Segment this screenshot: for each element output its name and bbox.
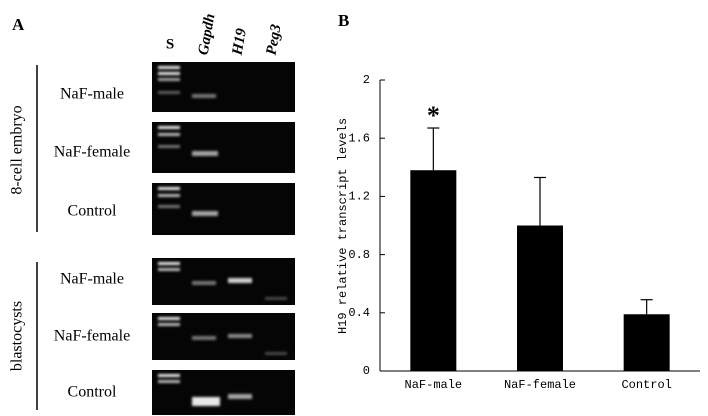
band (192, 211, 218, 216)
band (158, 187, 180, 190)
band (158, 78, 180, 81)
y-tick-label: 1.6 (348, 131, 370, 145)
lane-label: H19 (229, 27, 250, 58)
lane-label: S (166, 36, 174, 52)
band (192, 281, 216, 285)
y-tick-label: 0.4 (348, 306, 370, 320)
band (192, 397, 220, 406)
gel-bands (158, 66, 287, 406)
bar (517, 225, 563, 371)
y-tick-label: 0 (363, 364, 370, 378)
band (158, 317, 180, 320)
panel-label: B (338, 11, 349, 30)
band (158, 194, 180, 197)
y-tick-label: 0.8 (348, 248, 370, 262)
band (192, 151, 218, 156)
row-label: NaF-male (60, 271, 124, 288)
band (158, 380, 180, 383)
gels (152, 62, 295, 415)
band (158, 72, 180, 75)
x-tick-label: NaF-female (504, 378, 576, 392)
band (158, 262, 180, 265)
row-label: NaF-female (54, 328, 130, 345)
band (158, 126, 180, 129)
x-tick-label: NaF-male (405, 378, 463, 392)
panel-label: A (12, 15, 25, 34)
band (158, 145, 180, 148)
band (265, 297, 287, 300)
band (228, 394, 252, 399)
x-tick-label: Control (621, 378, 671, 392)
lane-label: Gapdh (196, 12, 219, 56)
gel (152, 183, 295, 235)
row-label: Control (68, 203, 117, 220)
row-label: Control (68, 384, 117, 401)
band (158, 323, 180, 326)
band (228, 334, 252, 338)
row-label: NaF-male (60, 86, 124, 103)
band (158, 205, 180, 208)
band (192, 336, 216, 340)
gel (152, 62, 295, 112)
panel-a: A S Gapdh H19 Peg3 8-cell embryo blastoc… (9, 12, 295, 415)
band (228, 278, 252, 283)
panel-b: B H19 relative transcript levels 0 0.4 0.8… (336, 11, 700, 392)
y-tick-label: 2 (363, 73, 370, 87)
band (265, 352, 287, 355)
band (158, 91, 180, 94)
group-label: 8-cell embryo (9, 105, 26, 194)
band (158, 66, 180, 69)
lane-label: Peg3 (264, 23, 285, 57)
band (158, 374, 180, 377)
band (158, 268, 180, 271)
band (158, 133, 180, 136)
band (192, 94, 216, 98)
bar (623, 314, 670, 371)
bar (410, 170, 457, 371)
y-axis-label: H19 relative transcript levels (336, 118, 350, 334)
row-label: NaF-female (54, 144, 130, 161)
group-label: blastocysts (9, 301, 26, 371)
y-tick-label: 1.2 (348, 190, 370, 204)
annotation: * (427, 101, 440, 130)
gel (152, 370, 295, 415)
